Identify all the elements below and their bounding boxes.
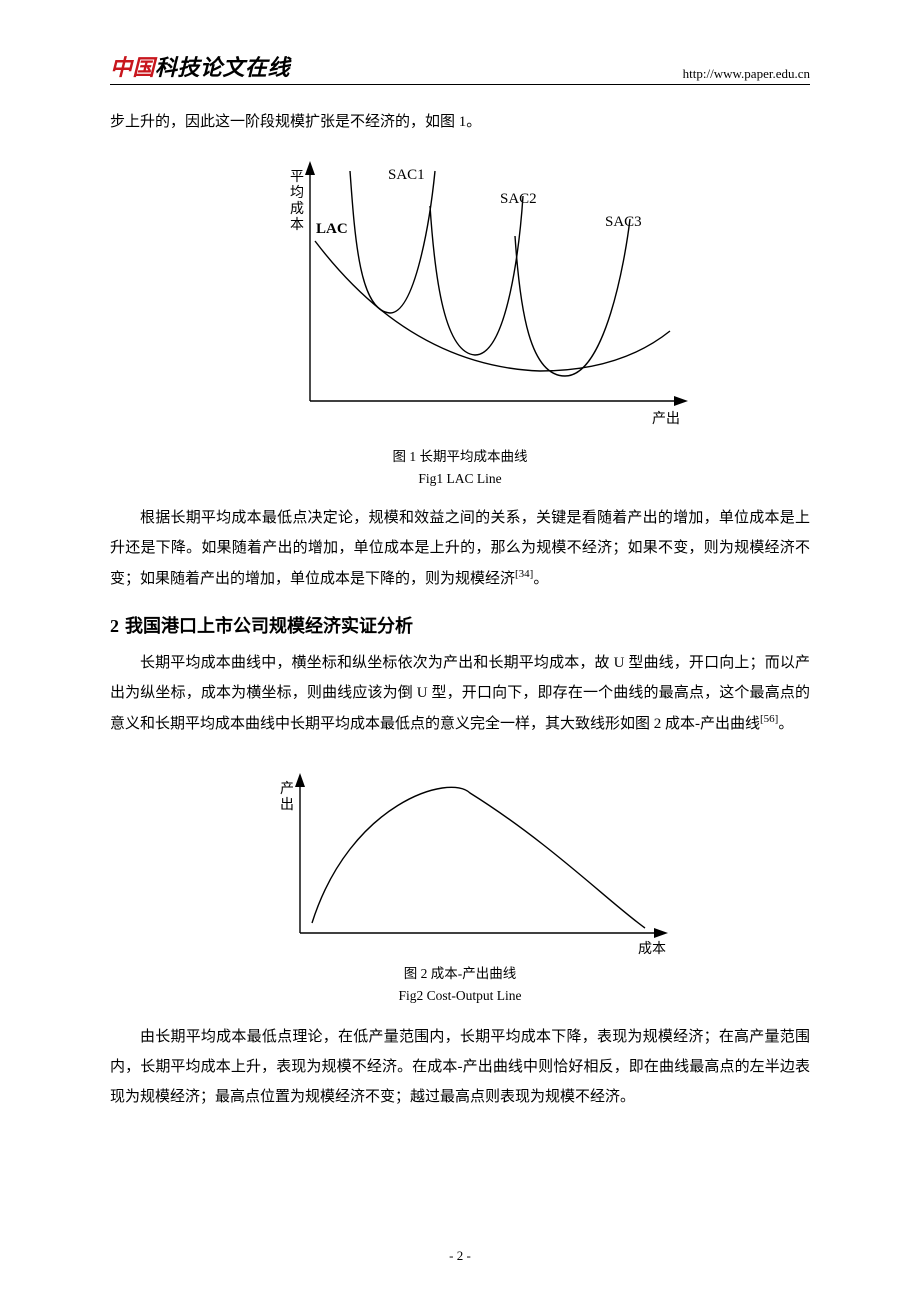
paragraph-1: 步上升的，因此这一阶段规模扩张是不经济的，如图 1。 (110, 107, 810, 137)
fig1-xlabel: 产出 (652, 411, 680, 427)
figure-1: 平 均 成 本 产出 LAC SAC1 SAC2 SAC3 图 1 长期平均成本… (110, 151, 810, 489)
header-url: http://www.paper.edu.cn (683, 66, 810, 82)
fig2-ylabel: 产 出 (280, 781, 298, 813)
fig1-lac-curve (315, 241, 670, 371)
fig1-sac2-label: SAC2 (500, 191, 537, 207)
para2-text: 根据长期平均成本最低点决定论，规模和效益之间的关系，关键是看随着产出的增加，单位… (110, 510, 810, 587)
para2-citation: [34] (515, 568, 533, 580)
fig1-sac2-curve (430, 196, 523, 355)
fig1-ylabel: 平 均 成 本 (290, 170, 308, 233)
para3-citation: [56] (760, 713, 778, 725)
para2-tail: 。 (533, 571, 548, 587)
fig1-caption-en: Fig1 LAC Line (110, 468, 810, 490)
para3-text: 长期平均成本曲线中，横坐标和纵坐标依次为产出和长期平均成本，故 U 型曲线，开口… (110, 655, 810, 732)
paragraph-2: 根据长期平均成本最低点决定论，规模和效益之间的关系，关键是看随着产出的增加，单位… (110, 503, 810, 594)
logo-black: 科技论文在线 (155, 55, 290, 80)
fig1-sac1-curve (350, 171, 435, 313)
logo-red: 中国 (110, 55, 155, 80)
page-header: 中国科技论文在线 http://www.paper.edu.cn (110, 50, 810, 85)
para3-tail: 。 (778, 716, 793, 732)
fig1-svg: 平 均 成 本 产出 LAC SAC1 SAC2 SAC3 (210, 151, 710, 446)
fig2-curve (312, 787, 645, 928)
fig1-sac3-label: SAC3 (605, 214, 642, 230)
site-logo: 中国科技论文在线 (110, 50, 290, 82)
fig1-sac1-label: SAC1 (388, 167, 425, 183)
fig2-xlabel: 成本 (638, 941, 666, 957)
section-2-title: 我国港口上市公司规模经济实证分析 (125, 616, 413, 636)
page-number: - 2 - (0, 1248, 920, 1264)
section-2-num: 2 (110, 616, 119, 636)
figure-2: 产 出 成本 图 2 成本-产出曲线 Fig2 Cost-Output Line (110, 763, 810, 1006)
fig1-sac3-curve (515, 219, 630, 376)
fig1-lac-label: LAC (316, 221, 348, 237)
fig2-caption-cn: 图 2 成本-产出曲线 (110, 963, 810, 985)
paragraph-3: 长期平均成本曲线中，横坐标和纵坐标依次为产出和长期平均成本，故 U 型曲线，开口… (110, 648, 810, 739)
fig2-svg: 产 出 成本 (230, 763, 690, 963)
fig2-caption-en: Fig2 Cost-Output Line (110, 985, 810, 1007)
section-2-heading: 2 我国港口上市公司规模经济实证分析 (110, 612, 810, 638)
paragraph-4: 由长期平均成本最低点理论，在低产量范围内，长期平均成本下降，表现为规模经济；在高… (110, 1022, 810, 1112)
fig1-caption-cn: 图 1 长期平均成本曲线 (110, 446, 810, 468)
